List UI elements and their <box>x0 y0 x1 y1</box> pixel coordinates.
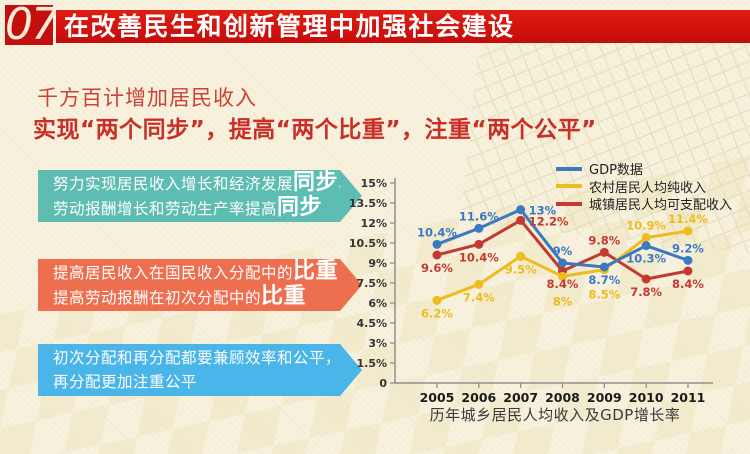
chart-legend: GDP数据 农村居民人均纯收入城镇居民人均可支配收入 <box>556 160 732 213</box>
callout-text: 初次分配和再分配都要兼顾效率和公平， 再分配更加注重公平 <box>38 344 342 396</box>
data-label: 13% <box>529 204 557 218</box>
legend-item: 城镇居民人均可支配收入 <box>556 195 732 213</box>
callout-arrow-fairness: 初次分配和再分配都要兼顾效率和公平， 再分配更加注重公平 <box>38 344 362 396</box>
data-point <box>641 233 651 243</box>
legend-swatch-icon <box>556 201 582 206</box>
data-label: 6.2% <box>421 306 453 320</box>
data-label: 7.4% <box>463 290 495 304</box>
income-gdp-line-chart: 0 1.5% 3% 4.5% 6% 7.5% 9% 10.5% 12% 13.5% 15% 2005 2… <box>350 148 750 448</box>
data-label: 12.2% <box>529 214 569 228</box>
y-tick-label: 4.5% <box>356 317 387 330</box>
data-label: 8.4% <box>547 277 579 291</box>
data-label: 10.4% <box>459 250 499 264</box>
data-point <box>474 223 484 233</box>
data-label: 9.8% <box>588 233 620 247</box>
y-tick-label: 1.5% <box>356 357 387 370</box>
data-point <box>474 279 484 289</box>
data-point <box>432 239 442 249</box>
callout-arrow-synchronization: 努力实现居民收入增长和经济发展同步、 劳动报酬增长和劳动生产率提高同步 <box>38 170 362 222</box>
x-tick-label: 2007 <box>503 390 538 405</box>
data-point <box>641 274 651 284</box>
callout-line: 劳动报酬增长和劳动生产率提高同步 <box>53 195 323 220</box>
data-point <box>432 250 442 260</box>
data-label: 8.7% <box>588 273 620 287</box>
data-point <box>516 215 526 225</box>
data-point <box>516 251 526 261</box>
data-label: 10.3% <box>626 252 666 266</box>
data-point <box>641 241 651 251</box>
y-tick-label: 9% <box>368 257 387 270</box>
data-point <box>557 271 567 281</box>
legend-label: 城镇居民人均可支配收入 <box>589 198 733 214</box>
arrow-tip-icon <box>340 170 362 222</box>
data-point <box>599 247 609 257</box>
callout-line: 提高居民收入在国民收入分配中的比重， <box>53 259 355 284</box>
y-tick-label: 15% <box>361 177 387 190</box>
legend-item: GDP数据 <box>556 160 732 178</box>
data-point <box>474 239 484 249</box>
data-label: 11.4% <box>668 212 708 226</box>
data-label: 9.2% <box>672 241 704 255</box>
callout-line: 初次分配和再分配都要兼顾效率和公平， <box>53 349 342 367</box>
legend-label: GDP数据 <box>589 163 643 179</box>
x-tick-label: 2006 <box>461 390 496 405</box>
legend-swatch-icon <box>556 184 582 189</box>
data-label: 7.8% <box>630 285 662 299</box>
callout-text: 提高居民收入在国民收入分配中的比重， 提高劳动报酬在初次分配中的比重 <box>38 259 355 311</box>
arrow-tip-icon <box>340 344 362 396</box>
data-point <box>683 255 693 265</box>
data-label: 8.4% <box>672 277 704 291</box>
y-tick-label: 0 <box>379 377 387 390</box>
callout-line: 再分配更加注重公平 <box>53 373 198 391</box>
x-tick-label: 2010 <box>629 390 664 405</box>
data-point <box>599 262 609 272</box>
y-tick-label: 6% <box>368 297 387 310</box>
legend-label: 农村居民人均纯收入 <box>589 180 707 196</box>
y-tick-label: 7.5% <box>356 277 387 290</box>
data-label: 9.5% <box>505 262 537 276</box>
header-banner: 在改善民生和创新管理中加强社会建设 <box>56 10 750 43</box>
data-point <box>557 258 567 268</box>
data-label: 11.6% <box>459 209 499 223</box>
y-tick-label: 12% <box>361 217 387 230</box>
legend-item: 农村居民人均纯收入 <box>556 178 732 196</box>
data-label: 8.5% <box>588 288 620 302</box>
subtitle-slogan: 实现“两个同步”，提高“两个比重”，注重“两个公平” <box>33 117 597 143</box>
arrow-tip-icon <box>340 259 362 311</box>
chart-caption: 历年城乡居民人均收入及GDP增长率 <box>429 406 681 424</box>
data-label: 8% <box>553 294 573 308</box>
data-point <box>683 226 693 236</box>
x-tick-label: 2005 <box>420 390 455 405</box>
data-point <box>516 205 526 215</box>
page-title: 在改善民生和创新管理中加强社会建设 <box>64 12 515 41</box>
callout-line: 努力实现居民收入增长和经济发展同步、 <box>53 170 355 195</box>
callout-arrow-proportion: 提高居民收入在国民收入分配中的比重， 提高劳动报酬在初次分配中的比重 <box>38 259 362 311</box>
x-tick-label: 2009 <box>587 390 622 405</box>
data-label: 9% <box>553 244 573 258</box>
y-tick-label: 13.5% <box>350 197 387 210</box>
legend-swatch-icon <box>556 166 582 171</box>
y-tick-label: 10.5% <box>350 237 387 250</box>
data-label: 10.4% <box>417 225 457 239</box>
x-tick-label: 2011 <box>671 390 706 405</box>
chart-canvas: 0 1.5% 3% 4.5% 6% 7.5% 9% 10.5% 12% 13.5% 15% 2005 2… <box>350 177 713 405</box>
y-tick-label: 3% <box>368 337 387 350</box>
callout-text: 努力实现居民收入增长和经济发展同步、 劳动报酬增长和劳动生产率提高同步 <box>38 170 355 222</box>
data-point <box>683 266 693 276</box>
subtitle-income: 千方百计增加居民收入 <box>37 86 257 110</box>
callout-line: 提高劳动报酬在初次分配中的比重 <box>53 284 307 309</box>
data-label: 10.9% <box>626 219 666 233</box>
section-number-badge: 07 <box>5 0 59 50</box>
data-label: 9.6% <box>421 261 453 275</box>
x-tick-label: 2008 <box>545 390 580 405</box>
data-point <box>432 295 442 305</box>
